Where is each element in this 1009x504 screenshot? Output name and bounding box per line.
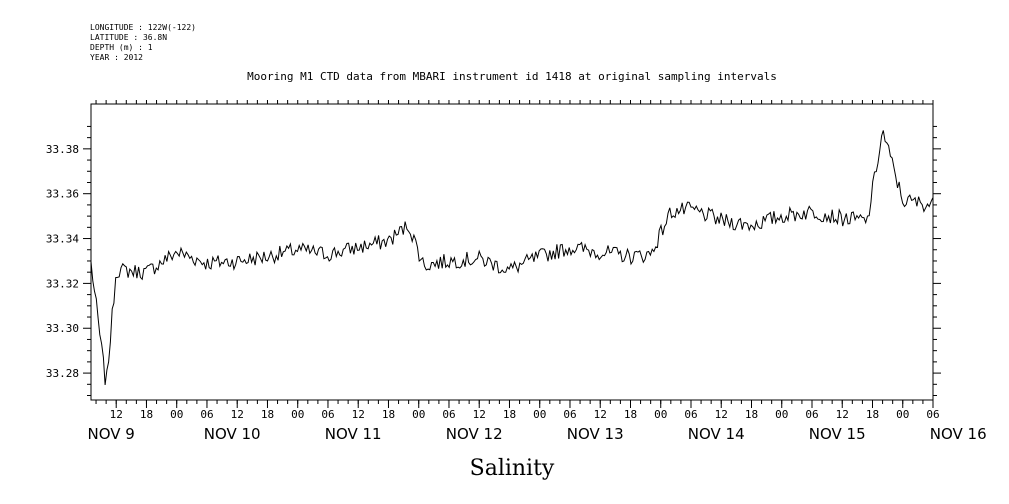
y-tick-label: 33.32 (46, 277, 79, 290)
x-day-label: NOV 10 (204, 425, 261, 443)
x-day-label: NOV 15 (809, 425, 866, 443)
x-hour-tick-label: 00 (896, 408, 909, 421)
x-axis-day-labels: NOV 9 NOV 10 NOV 11 NOV 12 NOV 13 NOV 14 NOV 1… (87, 425, 986, 443)
minor-ticks (95, 100, 934, 404)
x-day-label: NOV 12 (446, 425, 503, 443)
x-axis-hour-labels: 12 18 00 06 12 18 00 06 12 18 00 06 12 18 00 06 12 18 00 06… (110, 400, 940, 421)
x-hour-tick-label: 12 (352, 408, 365, 421)
x-hour-tick-label: 00 (775, 408, 788, 421)
metadata-block: LONGITUDE : 122W(-122) LATITUDE : 36.8N … (90, 23, 196, 62)
chart-title: Mooring M1 CTD data from MBARI instrumen… (247, 70, 777, 83)
salinity-series-line (90, 130, 934, 386)
y-axis: 33.28 33.30 33.32 33.34 33.36 33.38 (46, 125, 941, 397)
x-hour-tick-label: 12 (473, 408, 486, 421)
x-hour-tick-label: 06 (563, 408, 576, 421)
x-hour-tick-label: 00 (654, 408, 667, 421)
x-hour-tick-label: 00 (533, 408, 546, 421)
x-hour-tick-label: 06 (442, 408, 455, 421)
x-hour-tick-label: 18 (745, 408, 758, 421)
x-hour-tick-label: 18 (140, 408, 153, 421)
longitude-label: LONGITUDE : 122W(-122) (90, 23, 196, 32)
x-hour-tick-label: 18 (261, 408, 274, 421)
y-tick-label: 33.38 (46, 143, 79, 156)
year-label: YEAR : 2012 (90, 53, 143, 62)
x-day-label: NOV 11 (325, 425, 382, 443)
depth-label: DEPTH (m) : 1 (90, 43, 153, 52)
x-hour-tick-label: 18 (382, 408, 395, 421)
x-day-label: NOV 14 (688, 425, 745, 443)
x-hour-tick-label: 00 (412, 408, 425, 421)
x-hour-tick-label: 00 (170, 408, 183, 421)
y-tick-label: 33.28 (46, 367, 79, 380)
x-hour-tick-label: 06 (684, 408, 697, 421)
x-hour-tick-label: 12 (231, 408, 244, 421)
x-hour-tick-label: 18 (866, 408, 879, 421)
x-day-label: NOV 16 (930, 425, 987, 443)
x-hour-tick-label: 06 (200, 408, 213, 421)
y-tick-label: 33.36 (46, 188, 79, 201)
plot-frame (90, 103, 934, 401)
x-hour-tick-label: 18 (503, 408, 516, 421)
x-hour-tick-label: 12 (594, 408, 607, 421)
x-hour-tick-label: 06 (926, 408, 939, 421)
x-hour-tick-label: 18 (624, 408, 637, 421)
x-hour-tick-label: 00 (291, 408, 304, 421)
x-hour-tick-label: 06 (805, 408, 818, 421)
x-day-label: NOV 9 (87, 425, 134, 443)
x-hour-tick-label: 06 (321, 408, 334, 421)
latitude-label: LATITUDE : 36.8N (90, 33, 167, 42)
x-hour-tick-label: 12 (715, 408, 728, 421)
y-tick-label: 33.30 (46, 322, 79, 335)
y-tick-label: 33.34 (46, 233, 79, 246)
x-axis-title: Salinity (470, 456, 555, 481)
x-day-label: NOV 13 (567, 425, 624, 443)
x-hour-tick-label: 12 (836, 408, 849, 421)
x-hour-tick-label: 12 (110, 408, 123, 421)
